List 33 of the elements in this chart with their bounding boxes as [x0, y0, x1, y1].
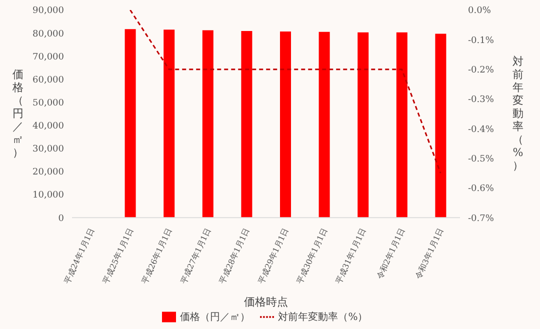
- y-axis-title: 価格（円／㎡）: [12, 68, 24, 159]
- y-tick-label: 20,000: [32, 168, 64, 178]
- x-tick-label: 平成29年1月1日: [256, 226, 290, 286]
- y-tick-label: 90,000: [32, 6, 64, 16]
- y2-tick-label: -0.6%: [468, 184, 494, 194]
- y2-tick-label: -0.7%: [468, 214, 494, 224]
- y-tick-label: 80,000: [32, 29, 64, 40]
- y2-tick-label: 0.0%: [468, 6, 492, 16]
- y-tick-label: 0: [58, 214, 64, 224]
- x-tick-label: 平成30年1月1日: [295, 226, 330, 286]
- y2-tick-label: -0.5%: [468, 154, 494, 164]
- x-tick-label: 平成25年1月1日: [101, 226, 136, 286]
- legend-label: 対前年変動率（%）: [278, 312, 368, 323]
- y2-tick-label: -0.4%: [468, 124, 494, 135]
- x-tick-label: 平成26年1月1日: [140, 226, 174, 286]
- y2-tick-label: -0.3%: [468, 95, 494, 106]
- text: 対前年変動率（%）: [512, 54, 524, 172]
- x-tick-label: 平成31年1月1日: [334, 226, 368, 286]
- y-tick-label: 40,000: [32, 122, 64, 132]
- x-tick-label: 令和2年1月1日: [375, 226, 407, 281]
- y-tick-label: 10,000: [32, 190, 64, 201]
- y-tick-label: 50,000: [32, 98, 64, 108]
- y2-tick-label: -0.1%: [468, 36, 494, 46]
- y2-tick-label: -0.2%: [468, 66, 494, 76]
- x-tick-label: 令和3年1月1日: [414, 226, 446, 281]
- y-tick-label: 60,000: [32, 75, 64, 86]
- y-tick-label: 30,000: [32, 144, 64, 155]
- x-tick-label: 平成28年1月1日: [218, 226, 252, 286]
- y-tick-label: 70,000: [32, 52, 64, 62]
- x-tick-label: 平成24年1月1日: [62, 226, 96, 286]
- legend-label: 価格（円／㎡）: [180, 312, 250, 323]
- x-tick-label: 平成27年1月1日: [178, 226, 213, 286]
- x-axis-title: 価格時点: [244, 296, 288, 309]
